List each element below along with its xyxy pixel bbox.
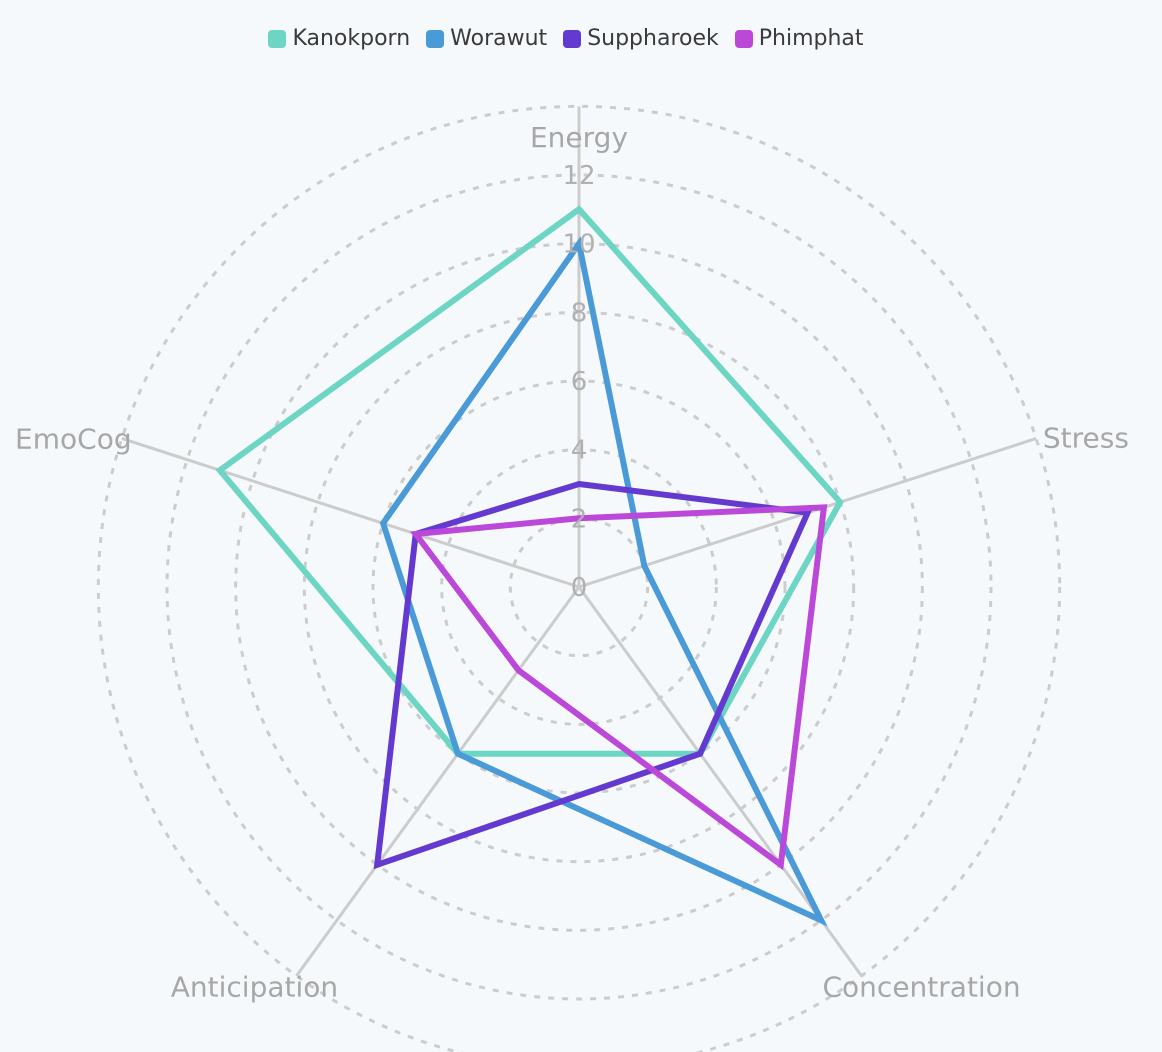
axis-line-emocog xyxy=(121,437,580,589)
tick-label-0: 0 xyxy=(571,573,588,603)
grid-circle xyxy=(96,104,1062,1052)
legend-item-suppharoek[interactable]: Suppharoek xyxy=(563,26,719,51)
legend-item-worawut[interactable]: Worawut xyxy=(426,26,547,51)
axis-line-anticipation xyxy=(295,586,581,977)
legend-swatch-worawut xyxy=(426,29,445,48)
legend-label-phimphat: Phimphat xyxy=(758,26,864,51)
axis-label-stress: Stress xyxy=(1043,421,1129,454)
legend-item-phimphat[interactable]: Phimphat xyxy=(734,26,864,51)
tick-label-4: 4 xyxy=(571,436,588,466)
axis-label-concentration: Concentration xyxy=(823,971,1021,1004)
grid-circle xyxy=(165,173,993,1001)
tick-label-10: 10 xyxy=(562,230,595,260)
legend-swatch-kanokporn xyxy=(268,29,287,48)
legend-label-kanokporn: Kanokporn xyxy=(292,26,411,51)
legend-label-suppharoek: Suppharoek xyxy=(587,26,719,51)
legend-swatch-phimphat xyxy=(734,29,753,48)
legend-label-worawut: Worawut xyxy=(450,26,548,51)
tick-label-8: 8 xyxy=(571,298,588,328)
series-polygon-worawut xyxy=(379,236,828,927)
axis-label-emocog: EmoCog xyxy=(15,422,132,455)
series-polygon-kanokporn xyxy=(215,205,844,757)
series-polygon-phimphat xyxy=(410,504,828,871)
legend-item-kanokporn[interactable]: Kanokporn xyxy=(268,26,410,51)
legend-swatch-suppharoek xyxy=(563,29,582,48)
tick-label-2: 2 xyxy=(571,504,588,534)
tick-label-6: 6 xyxy=(571,367,588,397)
grid-circle xyxy=(234,242,924,932)
axis-label-energy: Energy xyxy=(530,121,628,154)
axis-label-anticipation: Anticipation xyxy=(171,971,338,1004)
tick-label-12: 12 xyxy=(562,161,595,191)
chart-legend: Kanokporn Worawut Suppharoek Phimphat xyxy=(0,26,1132,51)
